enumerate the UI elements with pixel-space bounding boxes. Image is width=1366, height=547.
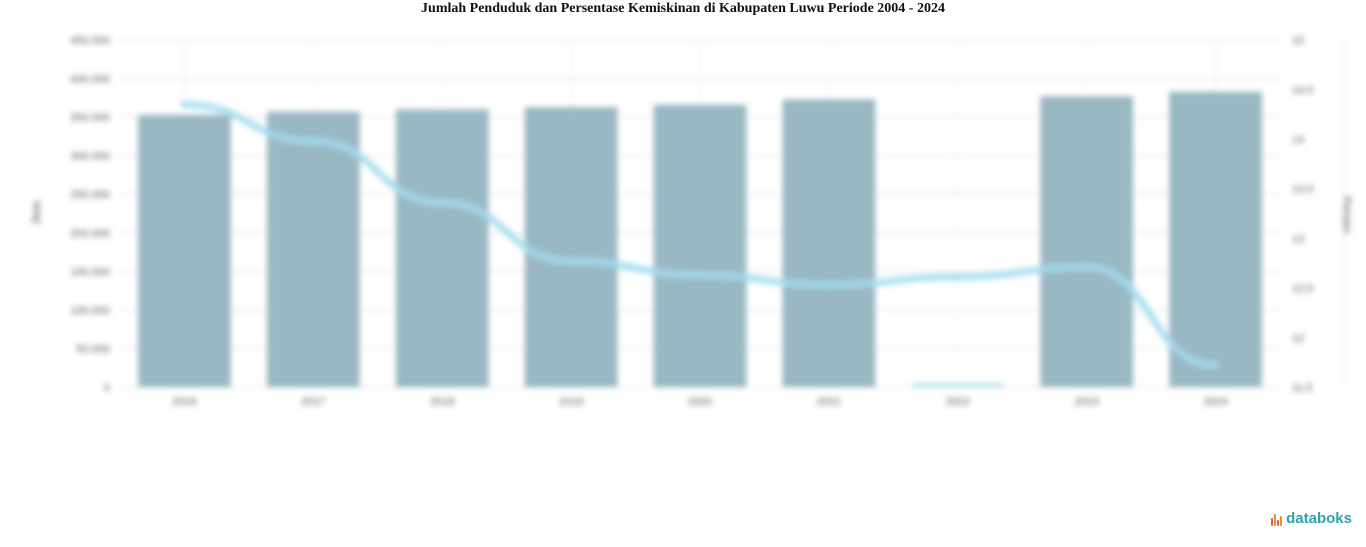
y-tick-label: 300.000 (70, 151, 110, 163)
line-point (825, 281, 833, 289)
x-tick-label: 2019 (559, 396, 583, 408)
y-tick-label: 0 (104, 382, 110, 394)
databoks-logo-icon (1271, 512, 1283, 526)
y2-tick-label: 13 (1292, 233, 1304, 245)
bar (524, 107, 618, 387)
x-tick-label: 2021 (817, 396, 841, 408)
y-tick-label: 150.000 (70, 266, 110, 278)
y-tick-label: 200.000 (70, 228, 110, 240)
y2-tick-label: 13,5 (1292, 184, 1313, 196)
x-tick-label: 2024 (1203, 396, 1227, 408)
bar (395, 109, 489, 388)
bar (1040, 96, 1134, 388)
y-tick-label: 50.000 (76, 343, 110, 355)
y-tick-label: 400.000 (70, 74, 110, 86)
x-tick-label: 2018 (430, 396, 454, 408)
x-tick-label: 2022 (946, 396, 970, 408)
y2-axis-label: Persen (1340, 196, 1354, 234)
bar (1169, 91, 1262, 388)
line-point (696, 271, 704, 279)
line-point (567, 257, 575, 265)
line-point (954, 273, 962, 281)
y2-tick-label: 15 (1292, 35, 1304, 47)
chart-title: Jumlah Penduduk dan Persentase Kemiskina… (421, 1, 945, 16)
x-axis: 2016 2017 2018 2019 2020 2021 2022 2023 2024 (172, 396, 1228, 408)
x-tick-label: 2020 (688, 396, 712, 408)
x-tick-label: 2017 (301, 396, 325, 408)
y2-tick-label: 12 (1292, 332, 1304, 344)
y2-tick-label: 14 (1292, 134, 1304, 146)
bar (782, 99, 876, 388)
y-axis-right: 11,5 12 12,5 13 13,5 14 14,5 15 (1292, 35, 1313, 394)
bar (138, 114, 231, 387)
y2-tick-label: 14,5 (1292, 85, 1313, 97)
bar (266, 111, 360, 388)
x-tick-label: 2023 (1074, 396, 1098, 408)
line-point (438, 199, 446, 207)
poverty-line (180, 100, 1220, 369)
brand-logo[interactable]: databoks (1271, 510, 1352, 527)
y2-tick-label: 12,5 (1292, 283, 1313, 295)
y-axis-label: Jiwa (29, 201, 43, 225)
brand-name: databoks (1286, 510, 1352, 527)
y2-tick-label: 11,5 (1292, 382, 1313, 394)
population-bars (138, 91, 1262, 388)
y-axis-left: 0 50.000 100.000 150.000 200.000 250.000 300.0… (70, 35, 110, 394)
y-tick-label: 250.000 (70, 189, 110, 201)
line-point (1212, 361, 1220, 369)
y-tick-label: 450.000 (70, 35, 110, 47)
x-tick-label: 2016 (172, 396, 196, 408)
y-tick-label: 100.000 (70, 305, 110, 317)
line-point (180, 100, 188, 108)
bar (653, 104, 747, 388)
y-tick-label: 350.000 (70, 112, 110, 124)
line-point (1083, 263, 1091, 271)
line-point (309, 137, 317, 145)
